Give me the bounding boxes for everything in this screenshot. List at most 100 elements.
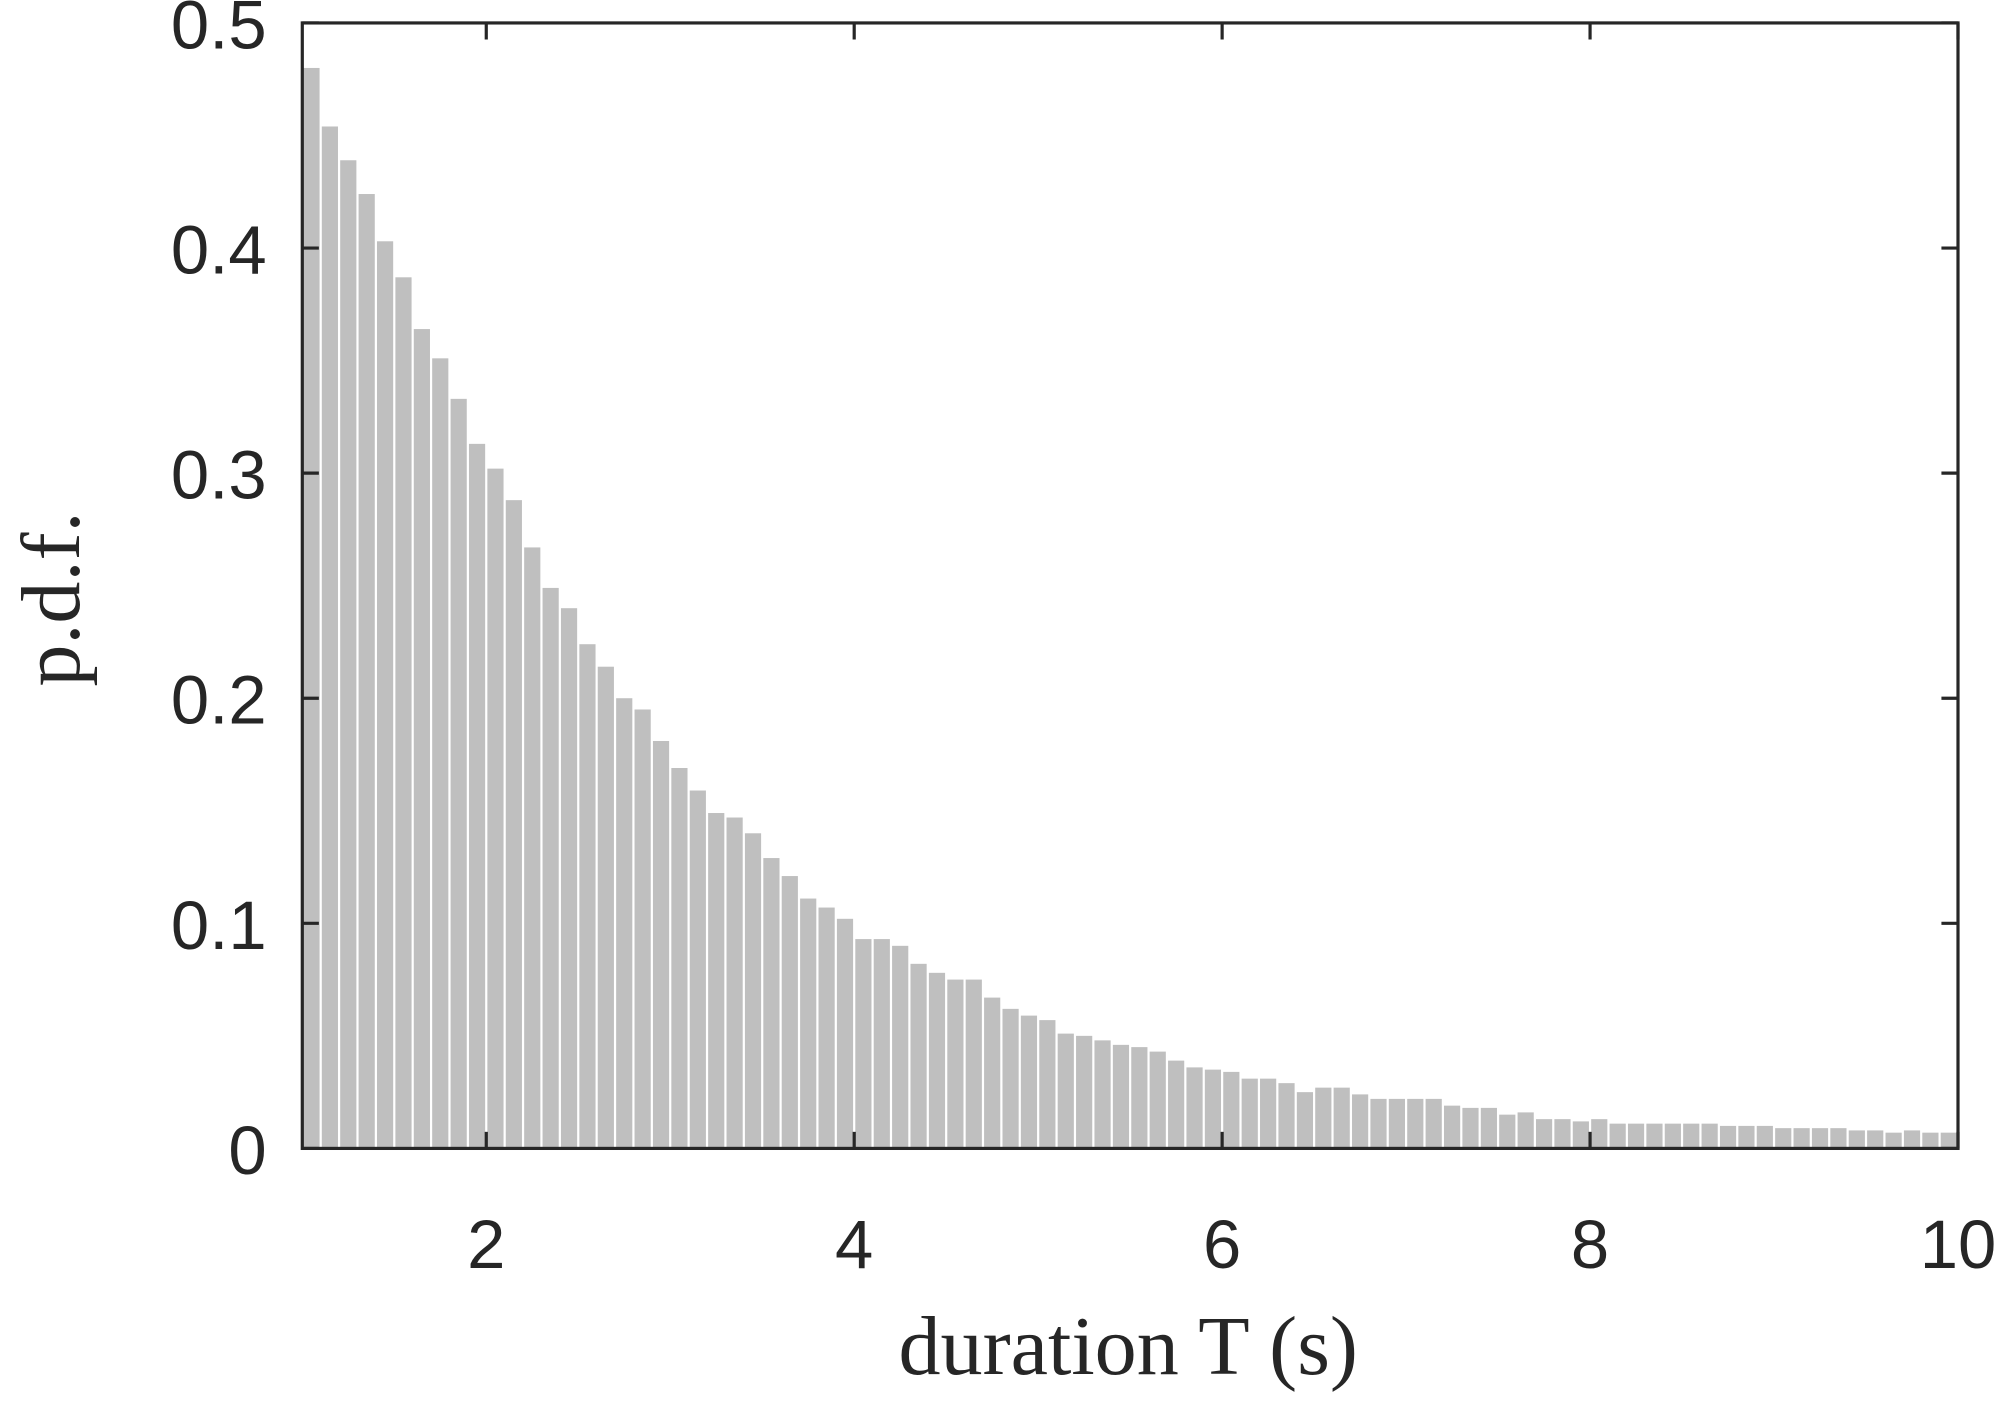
bar xyxy=(579,644,596,1149)
y-tick-label: 0.1 xyxy=(171,887,267,964)
bar xyxy=(1683,1123,1700,1149)
bar xyxy=(1278,1083,1295,1149)
bar xyxy=(1425,1098,1442,1149)
bar xyxy=(1756,1125,1773,1149)
bar xyxy=(395,277,412,1149)
bar xyxy=(1572,1121,1589,1149)
bar xyxy=(928,972,946,1149)
bar xyxy=(597,666,614,1149)
bar xyxy=(1517,1112,1534,1149)
bar xyxy=(1370,1098,1387,1149)
bar xyxy=(1462,1107,1479,1149)
bar xyxy=(1903,1130,1921,1149)
bar xyxy=(1940,1132,1957,1149)
bar xyxy=(1719,1125,1737,1149)
x-tick-label: 10 xyxy=(1920,1206,1997,1283)
y-tick-label: 0.3 xyxy=(171,437,267,514)
bar xyxy=(1499,1114,1516,1149)
bar xyxy=(616,698,633,1149)
bar xyxy=(1296,1092,1314,1149)
bar xyxy=(800,898,817,1149)
bar xyxy=(1057,1033,1074,1149)
bar xyxy=(1241,1078,1258,1149)
bar xyxy=(1149,1051,1166,1149)
bar xyxy=(726,817,743,1149)
bar xyxy=(1223,1071,1240,1149)
bar xyxy=(1076,1035,1093,1149)
bar xyxy=(652,740,670,1149)
bar xyxy=(763,858,780,1149)
bar xyxy=(1333,1087,1350,1149)
bar xyxy=(560,608,578,1149)
bar xyxy=(376,241,394,1149)
bar xyxy=(1701,1123,1718,1149)
bar xyxy=(505,500,522,1149)
bar xyxy=(855,939,872,1149)
bar xyxy=(708,813,725,1149)
bar xyxy=(1020,1015,1038,1149)
x-tick-label: 4 xyxy=(835,1206,873,1283)
bar xyxy=(1480,1107,1497,1149)
bar xyxy=(1811,1128,1829,1149)
bar xyxy=(1407,1098,1424,1149)
bar xyxy=(836,918,854,1149)
bar xyxy=(1535,1119,1553,1149)
bar xyxy=(1830,1128,1847,1149)
bar xyxy=(487,468,504,1149)
bar xyxy=(303,67,320,1149)
bar xyxy=(468,443,486,1149)
bar xyxy=(1664,1123,1681,1149)
bar xyxy=(450,398,467,1149)
bar xyxy=(1260,1078,1277,1149)
bar xyxy=(984,997,1001,1149)
bar xyxy=(1112,1044,1130,1149)
bar xyxy=(1554,1119,1571,1149)
bar xyxy=(1388,1098,1405,1149)
x-axis-label: duration T (s) xyxy=(899,1300,1358,1393)
bar xyxy=(321,126,338,1149)
bar xyxy=(1352,1094,1369,1149)
y-tick-label: 0.2 xyxy=(171,662,267,739)
bar xyxy=(1646,1123,1663,1149)
y-tick-label: 0.5 xyxy=(171,0,267,63)
y-axis-label: p.d.f. xyxy=(5,511,98,686)
bar xyxy=(910,963,927,1149)
y-tick-label: 0.4 xyxy=(171,212,267,289)
x-tick-label: 8 xyxy=(1571,1206,1609,1283)
plot-frame xyxy=(300,21,1960,1151)
bar xyxy=(1885,1132,1902,1149)
bar xyxy=(634,709,651,1149)
bar xyxy=(671,768,688,1149)
bar xyxy=(1168,1060,1185,1149)
bar xyxy=(892,945,909,1149)
bar xyxy=(340,160,357,1149)
bar xyxy=(1775,1128,1792,1149)
bar xyxy=(1793,1128,1810,1149)
x-tick-label: 6 xyxy=(1203,1206,1241,1283)
bar xyxy=(1094,1040,1111,1149)
bar xyxy=(1738,1125,1755,1149)
bar xyxy=(1002,1008,1019,1149)
bar xyxy=(781,876,798,1149)
x-tick-label: 2 xyxy=(467,1206,505,1283)
bar xyxy=(947,979,964,1149)
bar xyxy=(744,833,762,1149)
bar xyxy=(1131,1047,1148,1149)
bar xyxy=(689,790,706,1149)
bar xyxy=(1443,1105,1461,1149)
bar xyxy=(1186,1067,1203,1149)
bar xyxy=(1922,1132,1939,1149)
bar xyxy=(542,587,559,1149)
bar xyxy=(358,194,375,1149)
bar xyxy=(413,329,430,1149)
bar xyxy=(1609,1123,1626,1149)
bar xyxy=(1867,1130,1884,1149)
bar xyxy=(818,907,835,1149)
bar xyxy=(873,939,890,1149)
bar xyxy=(1039,1020,1056,1149)
y-tick-label: 0 xyxy=(228,1112,266,1189)
bar xyxy=(965,979,982,1149)
bar xyxy=(1204,1069,1222,1149)
